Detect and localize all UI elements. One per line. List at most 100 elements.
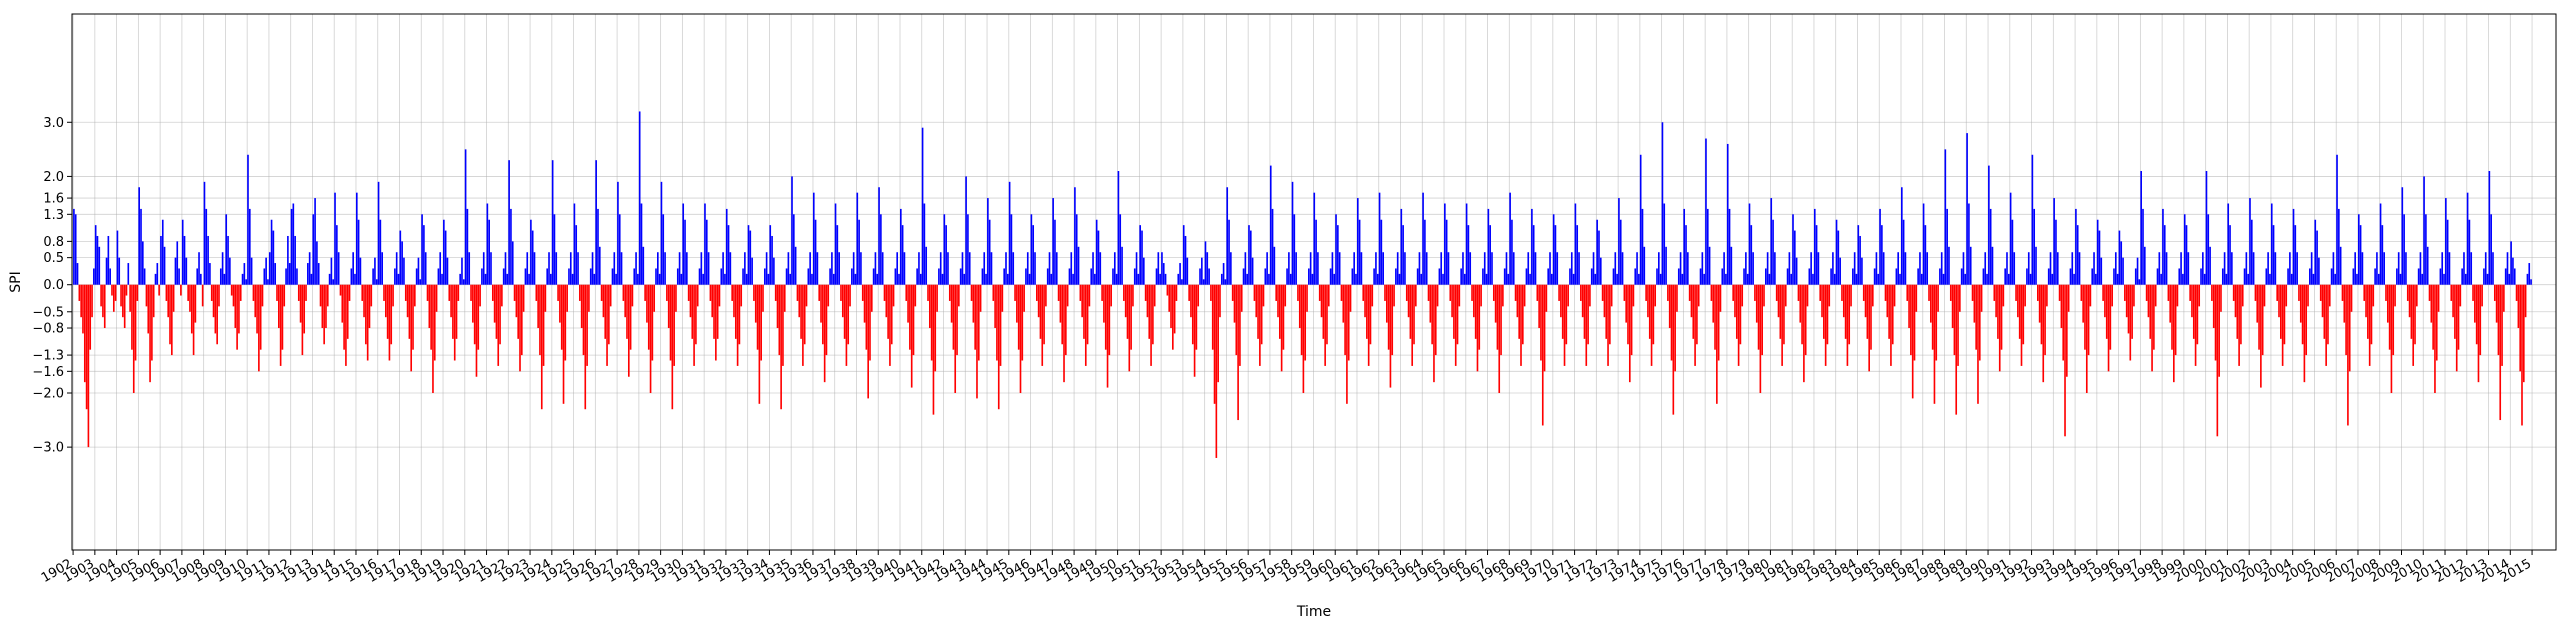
spi-bar	[1551, 273, 1553, 285]
spi-bar	[936, 284, 938, 312]
spi-bar	[1652, 284, 1655, 345]
spi-bar	[1248, 225, 1250, 285]
spi-bar	[1280, 284, 1283, 372]
spi-bar	[2203, 273, 2206, 285]
spi-bar	[2530, 279, 2532, 285]
spi-bar	[1998, 284, 2001, 372]
spi-bar	[2056, 252, 2059, 285]
spi-bar	[2383, 252, 2385, 285]
spi-bar	[2261, 284, 2264, 356]
spi-bar	[1717, 284, 1720, 361]
spi-bar	[753, 284, 755, 301]
spi-bar	[2118, 230, 2121, 285]
spi-bar	[800, 284, 802, 339]
spi-bar	[1101, 284, 1103, 301]
spi-bar	[1939, 268, 1941, 285]
spi-bar	[2087, 284, 2090, 356]
spi-bar	[2167, 284, 2170, 301]
spi-bar	[1380, 219, 1383, 285]
spi-bar	[1886, 284, 1889, 318]
spi-bar	[776, 284, 779, 329]
spi-bar	[1667, 284, 1669, 301]
spi-bar	[2085, 284, 2088, 393]
spi-bar	[1734, 284, 1736, 318]
spi-bar	[843, 284, 846, 339]
spi-bar	[229, 257, 231, 285]
spi-bar	[1492, 284, 1495, 301]
spi-bar	[691, 284, 694, 339]
spi-bar	[1607, 284, 1609, 366]
spi-bar	[1879, 208, 1881, 285]
spi-bar	[1871, 284, 1874, 307]
spi-bar	[1161, 252, 1163, 285]
spi-bar	[1133, 268, 1136, 285]
spi-bar	[158, 284, 160, 296]
spi-bar	[849, 284, 851, 307]
spi-bar	[524, 268, 527, 285]
spi-bar	[1228, 219, 1230, 285]
spi-bar	[210, 284, 213, 301]
spi-bar	[1799, 284, 1802, 323]
spi-bar	[782, 284, 784, 366]
spi-bar	[1529, 273, 1531, 285]
spi-bar	[227, 235, 229, 285]
spi-bar	[1603, 284, 1606, 318]
spi-bar	[812, 192, 815, 285]
spi-bar	[1795, 257, 1798, 285]
spi-bar	[1447, 252, 1450, 285]
spi-bar	[1124, 284, 1127, 318]
spi-bar	[87, 284, 90, 448]
spi-bar	[2399, 273, 2402, 285]
spi-bar	[1199, 268, 1201, 285]
spi-bar	[1081, 284, 1083, 318]
spi-bar	[1846, 284, 1849, 366]
spi-bar	[1413, 284, 1415, 345]
spi-bar	[2022, 284, 2025, 345]
spi-bar	[1219, 284, 1221, 318]
spi-bar	[171, 284, 173, 356]
spi-bar	[1859, 235, 1861, 285]
spi-bar	[2483, 268, 2485, 285]
spi-bar	[1173, 284, 1176, 334]
spi-bar	[1366, 284, 1368, 339]
spi-bar	[2267, 252, 2269, 285]
spi-bar	[2479, 284, 2482, 356]
spi-bar	[1719, 284, 1722, 312]
spi-bar	[76, 263, 79, 285]
spi-bar	[2524, 284, 2527, 318]
spi-bar	[1636, 252, 1638, 285]
spi-bar	[1201, 257, 1203, 285]
spi-bar	[1668, 284, 1671, 329]
spi-bar	[896, 252, 899, 285]
spi-bar	[1251, 257, 1254, 285]
spi-bar	[1712, 284, 1715, 323]
spi-bar	[2307, 284, 2309, 307]
spi-bar	[1725, 273, 1727, 285]
spi-bar	[2089, 284, 2092, 307]
spi-bar	[851, 268, 853, 285]
spi-bar	[637, 273, 639, 285]
spi-bar	[285, 268, 287, 285]
spi-bar	[138, 187, 141, 285]
spi-bar	[1404, 252, 1406, 285]
spi-bar	[279, 284, 282, 366]
spi-bar	[2133, 284, 2135, 307]
spi-bar	[1246, 273, 1248, 285]
spi-bar	[1376, 273, 1379, 285]
spi-bar	[1835, 219, 1838, 285]
spi-bar	[417, 257, 420, 285]
spi-bar	[2269, 273, 2271, 285]
spi-bar	[807, 268, 810, 285]
spi-bar	[751, 257, 753, 285]
spi-bar	[537, 284, 539, 329]
spi-bar	[715, 284, 717, 361]
spi-bar	[1418, 252, 1421, 285]
spi-bar	[1534, 252, 1537, 285]
spi-bar	[1244, 252, 1247, 285]
spi-bar	[1360, 252, 1363, 285]
spi-bar	[1683, 208, 1686, 285]
spi-bar	[700, 252, 703, 285]
spi-bar	[1224, 279, 1227, 285]
spi-bar	[1351, 268, 1354, 285]
